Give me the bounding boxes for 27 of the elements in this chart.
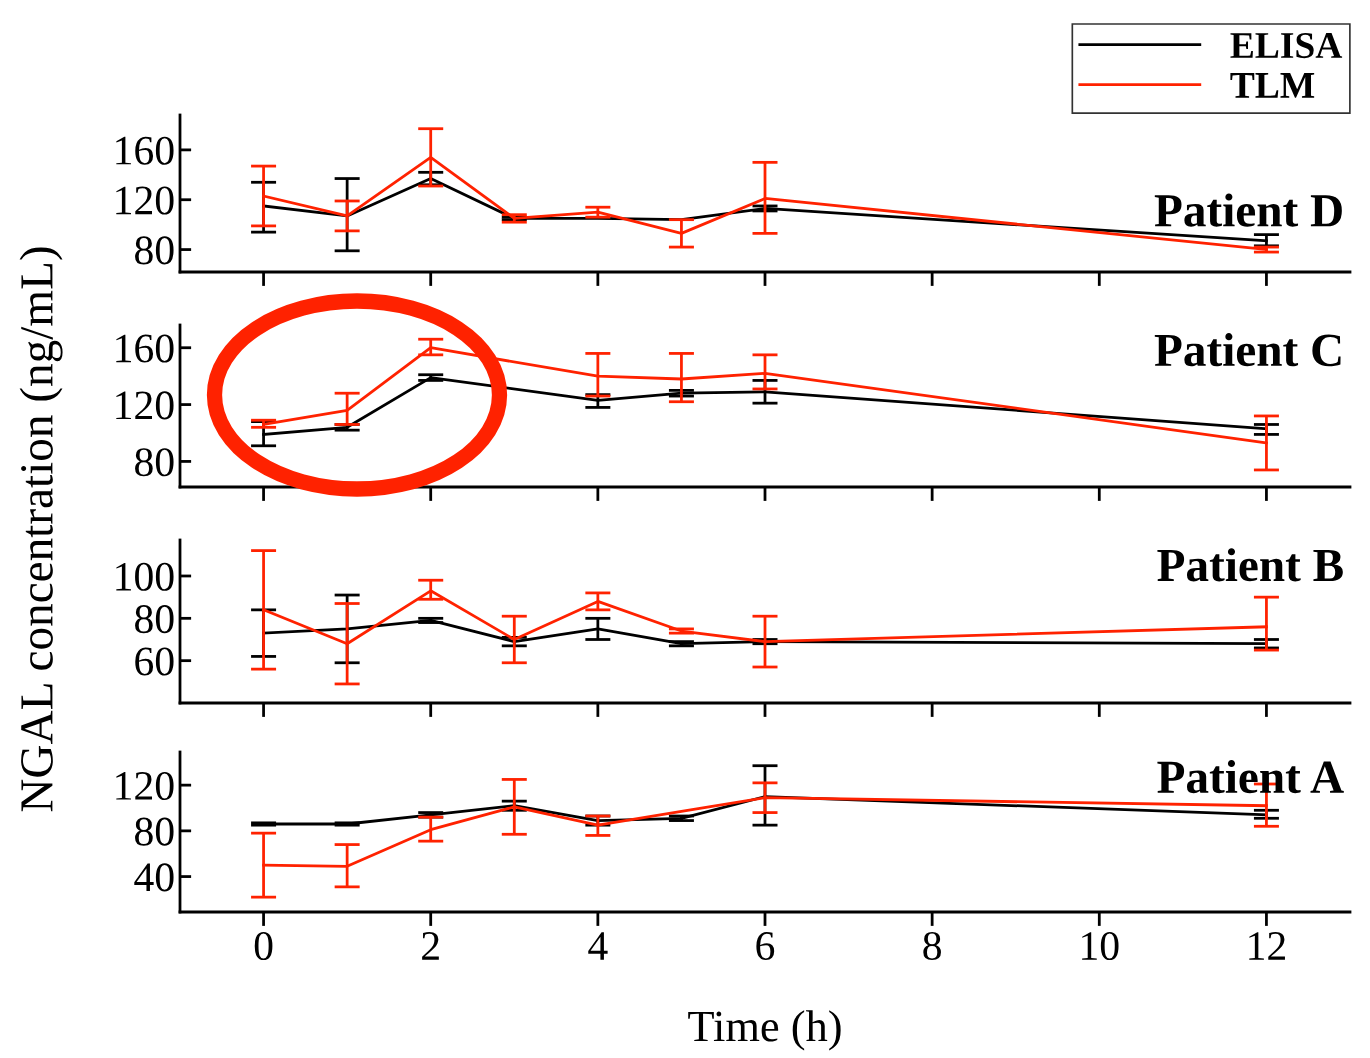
chart-title: Patient B [1157,548,1343,582]
y-tick-label: 160 [116,136,174,165]
legend-label: ELISA [1230,32,1343,59]
text: Patient D [1154,193,1342,227]
x-tick-label: 10 [1082,931,1119,961]
y-axis-title: NGAL concentration (ng/mL) [19,247,63,812]
x-tick-label: 12 [1249,932,1285,960]
x-tick-label: 0 [254,931,273,961]
x-tick-label: 8 [923,931,941,961]
legend-label: TLM [1230,73,1315,98]
y-tick-label: 80 [135,448,174,477]
x-tick-label: 4 [588,932,608,960]
chart-title: Patient C [1154,333,1341,367]
y-tick-label: 80 [135,236,174,265]
y-tick-label: 120 [116,391,174,420]
y-tick-label: 100 [116,562,174,591]
x-tick-label: 2 [422,932,439,960]
x-axis-title: Time (h) [688,1010,841,1051]
y-tick-label: 120 [116,186,174,215]
chart-title: Patient A [1157,760,1344,794]
x-tick-label: 6 [756,932,775,961]
y-tick-label: 120 [116,771,174,801]
y-tick-label: 80 [135,605,174,634]
y-tick-label: 40 [134,863,174,892]
y-tick-label: 60 [135,647,174,676]
y-tick-label: 160 [116,334,174,363]
y-tick-label: 80 [135,817,174,846]
